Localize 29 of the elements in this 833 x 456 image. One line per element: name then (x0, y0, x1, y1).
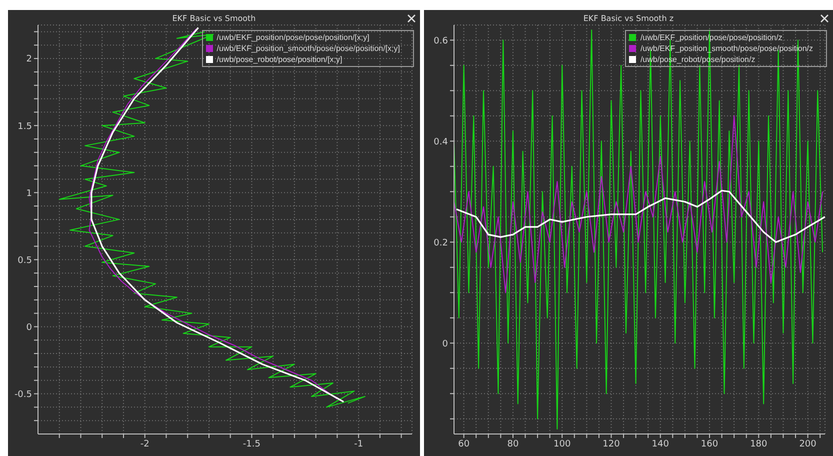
line-series (454, 115, 824, 294)
y-tick-label: 1 (26, 188, 32, 199)
y-tick-label: 0.4 (434, 137, 448, 148)
x-tick-label: 200 (799, 439, 817, 450)
line-series (456, 190, 825, 243)
x-tick-label: -2 (140, 439, 150, 450)
line-series (454, 30, 824, 430)
x-tick-label: -1.5 (242, 439, 260, 450)
y-tick-label: 2 (26, 54, 32, 65)
legend-label: /uwb/EKF_position/pose/pose/position/[x;y] (216, 33, 370, 42)
y-tick-label: 1.5 (18, 122, 32, 132)
y-tick-label: 0.6 (434, 36, 448, 46)
legend-label: /uwb/pose_robot/pose/position/[x;y] (216, 55, 342, 64)
y-tick-label: 0.2 (434, 238, 448, 248)
y-tick-label: 0 (442, 339, 448, 350)
x-tick-label: 60 (458, 439, 470, 450)
x-tick-label: 120 (602, 439, 620, 450)
x-tick-label: 140 (652, 439, 670, 450)
y-tick-label: 0.5 (18, 256, 32, 266)
x-tick-label: 80 (507, 439, 519, 450)
legend-label: /uwb/EKF_position_smooth/pose/pose/position/[x;y] (216, 44, 400, 53)
x-tick-label: -1 (354, 439, 364, 450)
chart-title: EKF Basic vs Smooth (171, 14, 257, 23)
x-tick-label: 100 (554, 439, 571, 450)
x-tick-label: 180 (750, 439, 768, 450)
chart-title: EKF Basic vs Smooth z (582, 14, 675, 23)
y-tick-label: -0.5 (14, 390, 32, 400)
y-tick-label: 0 (26, 322, 32, 333)
x-tick-label: 160 (700, 439, 718, 450)
